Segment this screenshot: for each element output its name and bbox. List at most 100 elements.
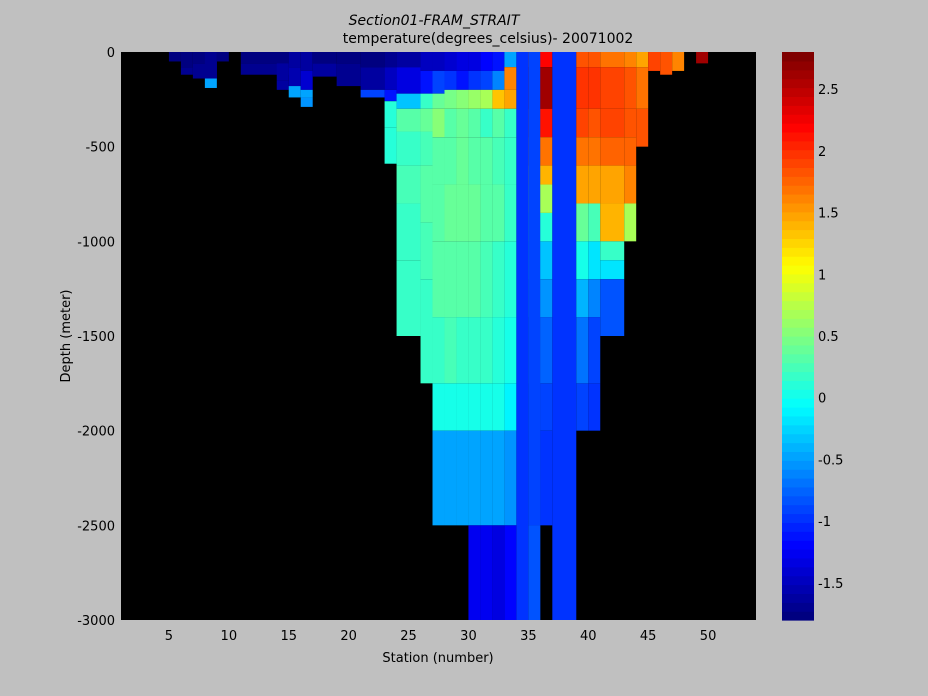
y-tick-label: -2500 xyxy=(77,519,115,534)
heatmap-cell-28-7 xyxy=(588,279,601,318)
heatmap-cell-20-10 xyxy=(492,525,505,620)
heatmap-cell-27-6 xyxy=(576,241,589,280)
heatmap-cell-20-0 xyxy=(492,52,505,71)
heatmap-cell-19-3 xyxy=(480,108,493,138)
heatmap-cell-25-7 xyxy=(540,241,553,280)
heatmap-cell-30-3 xyxy=(624,137,637,166)
heatmap-cell-28-1 xyxy=(588,67,601,109)
colorbar-swatch xyxy=(782,478,814,488)
heatmap-cell-19-9 xyxy=(480,430,493,526)
heatmap-cell-21-9 xyxy=(504,430,517,526)
heatmap-cell-12-4 xyxy=(384,127,397,164)
colorbar-swatch xyxy=(782,549,814,559)
colorbar-swatch xyxy=(782,211,814,222)
heatmap-cell-21-4 xyxy=(504,137,517,185)
heatmap-cell-14-5 xyxy=(420,165,433,223)
colorbar-swatch xyxy=(782,611,814,621)
heatmap-cell-20-5 xyxy=(492,184,505,242)
colorbar-swatch xyxy=(782,167,814,177)
colorbar-tick-label: 1.5 xyxy=(818,207,839,222)
x-tick-label: 25 xyxy=(400,629,417,644)
heatmap-cell-20-1 xyxy=(492,70,505,90)
heatmap-cell-25-3 xyxy=(540,137,553,166)
heatmap-cell-26-0 xyxy=(552,52,577,620)
heatmap-cell-27-3 xyxy=(576,137,589,166)
heatmap-cell-22-0 xyxy=(516,52,529,620)
heatmap-cell-18-5 xyxy=(468,184,481,242)
colorbar-swatch xyxy=(782,87,814,97)
heatmap-cell-21-5 xyxy=(504,184,517,242)
y-axis-label: Depth (meter) xyxy=(59,290,74,383)
heatmap-cell-21-6 xyxy=(504,241,517,318)
colorbar-swatch xyxy=(782,60,814,71)
colorbar-swatch xyxy=(782,158,814,168)
heatmap-cell-20-2 xyxy=(492,89,505,109)
colorbar-swatch xyxy=(782,123,814,133)
heatmap-cell-18-0 xyxy=(468,52,481,71)
heatmap-cell-10-1 xyxy=(336,63,361,87)
heatmap-cell-21-1 xyxy=(504,67,517,90)
colorbar-swatch xyxy=(782,522,814,532)
heatmap-cell-27-8 xyxy=(576,317,589,384)
colorbar-swatch xyxy=(782,78,814,89)
x-tick-label: 45 xyxy=(640,629,657,644)
colorbar-swatch xyxy=(782,566,814,577)
colorbar-tick-label: 1 xyxy=(818,268,826,283)
heatmap-cell-25-10 xyxy=(540,383,553,431)
heatmap-cell-25-5 xyxy=(540,184,553,213)
colorbar-swatch xyxy=(782,300,814,310)
x-axis-label: Station (number) xyxy=(382,651,493,666)
heatmap-cell-4-0 xyxy=(216,52,229,62)
heatmap-cell-24-0 xyxy=(528,52,541,526)
colorbar-ticks: 2.5 2 1.5 1 0.5 0 -0.5 -1 -1.5 xyxy=(818,83,843,592)
colorbar-swatch xyxy=(782,451,814,461)
heatmap-cell-16-1 xyxy=(444,70,457,90)
heatmap-cell-12-0 xyxy=(384,52,397,68)
colorbar-swatch xyxy=(782,309,814,319)
x-tick-label: 5 xyxy=(165,629,173,644)
heatmap-cell-15-7 xyxy=(432,317,445,384)
heatmap-cell-6-2 xyxy=(276,80,289,90)
heatmap-cell-24-1 xyxy=(528,525,541,620)
heatmap-cell-28-9 xyxy=(588,383,601,431)
heatmap-cell-14-3 xyxy=(420,108,433,132)
heatmap-cell-8-0 xyxy=(300,52,313,71)
heatmap-cell-13-6 xyxy=(396,203,421,261)
heatmap-cell-8-2 xyxy=(300,89,313,98)
heatmap-cell-18-8 xyxy=(468,383,481,431)
colorbar-swatch xyxy=(782,557,814,568)
heatmap-cell-25-6 xyxy=(540,212,553,242)
heatmap-cell-15-8 xyxy=(432,383,445,431)
colorbar-swatch xyxy=(782,96,814,106)
colorbar-swatch xyxy=(782,602,814,612)
colorbar-swatch xyxy=(782,291,814,302)
colorbar-swatch xyxy=(782,380,814,390)
chart-title: Section01-FRAM_STRAIT xyxy=(349,13,521,29)
colorbar-swatch xyxy=(782,273,814,284)
colorbar xyxy=(782,52,814,621)
heatmap-cell-25-4 xyxy=(540,165,553,185)
heatmap-cell-16-3 xyxy=(444,108,457,138)
colorbar-swatch xyxy=(782,202,814,213)
heatmap-cell-14-6 xyxy=(420,222,433,280)
colorbar-swatch xyxy=(782,442,814,452)
heatmap-cell-27-9 xyxy=(576,383,589,431)
heatmap-cell-31-1 xyxy=(636,67,649,109)
colorbar-swatch xyxy=(782,265,814,275)
heatmap-cell-10-0 xyxy=(336,52,361,64)
x-tick-label: 15 xyxy=(280,629,297,644)
heatmap-cell-17-5 xyxy=(456,184,469,242)
heatmap-cell-28-4 xyxy=(588,165,601,204)
heatmap-cell-11-1 xyxy=(360,67,385,90)
heatmap-cell-18-1 xyxy=(468,70,481,90)
heatmap-cell-27-2 xyxy=(576,108,589,138)
heatmap-cell-19-2 xyxy=(480,89,493,109)
plot-area xyxy=(121,52,756,620)
heatmap-cell-30-5 xyxy=(624,203,637,242)
colorbar-swatch xyxy=(782,105,814,115)
heatmap-cell-29-7 xyxy=(600,260,625,280)
colorbar-swatch xyxy=(782,531,814,541)
heatmap-cell-27-1 xyxy=(576,67,589,109)
heatmap-cell-25-8 xyxy=(540,279,553,318)
